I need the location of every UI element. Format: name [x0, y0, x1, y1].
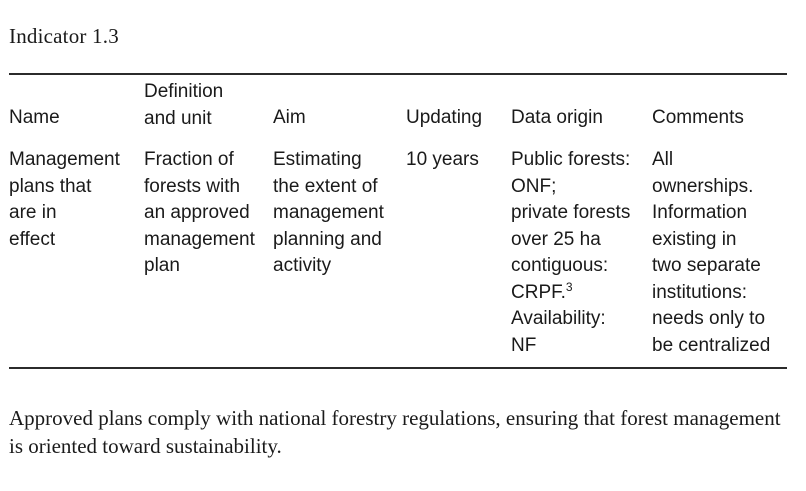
- cell-aim-line: planning and: [273, 228, 382, 250]
- header-updating: Updating: [406, 107, 483, 128]
- crpf-text: CRPF.: [511, 281, 566, 303]
- header-definition-line2: and unit: [144, 107, 212, 129]
- cell-data-origin-line: CRPF.3: [511, 280, 630, 307]
- indicator-title: Indicator 1.3: [9, 24, 119, 48]
- cell-name: Management plans that are in effect: [9, 147, 120, 253]
- cell-definition-line: an approved: [144, 202, 250, 223]
- cell-name-line: plans that: [9, 175, 92, 197]
- header-comments: Comments: [652, 107, 744, 128]
- header-definition-line1: Definition: [144, 81, 224, 102]
- cell-definition-line: plan: [144, 255, 180, 276]
- cell-comments-line: existing in: [652, 228, 737, 250]
- cell-comments-line: All: [652, 149, 674, 170]
- cell-comments-line: Information: [652, 202, 748, 223]
- indicator-note: Approved plans comply with national fore…: [9, 406, 781, 458]
- cell-aim: Estimating the extent of management plan…: [273, 147, 384, 280]
- cell-data-origin-line: over 25 ha: [511, 228, 601, 250]
- header-aim: Aim: [273, 107, 306, 128]
- cell-data-origin-line: Availability:: [511, 308, 606, 329]
- cell-data-origin-line: Public forests:: [511, 149, 631, 170]
- cell-updating: 10 years: [406, 147, 479, 174]
- cell-name-line: are in: [9, 202, 57, 223]
- cell-data-origin-line: ONF;: [511, 175, 557, 197]
- cell-data-origin-line: NF: [511, 334, 537, 356]
- cell-comments-line: be centralized: [652, 334, 771, 356]
- table-top-rule: [9, 73, 787, 75]
- cell-data-origin-line: contiguous:: [511, 255, 609, 276]
- header-name: Name: [9, 107, 60, 128]
- footnote-marker: 3: [565, 279, 573, 294]
- table-bottom-rule: [9, 367, 787, 369]
- cell-name-line: effect: [9, 228, 56, 250]
- cell-aim-line: activity: [273, 255, 332, 276]
- cell-comments-line: needs only to: [652, 308, 766, 329]
- cell-name-line: Management: [9, 149, 120, 170]
- cell-data-origin-line: private forests: [511, 202, 631, 223]
- cell-comments-line: institutions:: [652, 281, 748, 303]
- cell-updating-line: 10 years: [406, 149, 479, 170]
- cell-definition: Fraction of forests with an approved man…: [144, 147, 255, 280]
- cell-definition-line: Fraction of: [144, 149, 234, 170]
- cell-comments-line: two separate: [652, 255, 761, 276]
- cell-aim-line: Estimating: [273, 149, 362, 170]
- header-data-origin: Data origin: [511, 107, 603, 128]
- cell-comments-line: ownerships.: [652, 175, 754, 197]
- header-definition: Definition and unit: [144, 79, 223, 132]
- cell-aim-line: management: [273, 202, 384, 223]
- cell-definition-line: forests with: [144, 175, 241, 197]
- cell-aim-line: the extent of: [273, 175, 378, 197]
- cell-definition-line: management: [144, 228, 255, 250]
- cell-data-origin: Public forests: ONF; private forests ove…: [511, 147, 630, 359]
- cell-comments: All ownerships. Information existing in …: [652, 147, 770, 359]
